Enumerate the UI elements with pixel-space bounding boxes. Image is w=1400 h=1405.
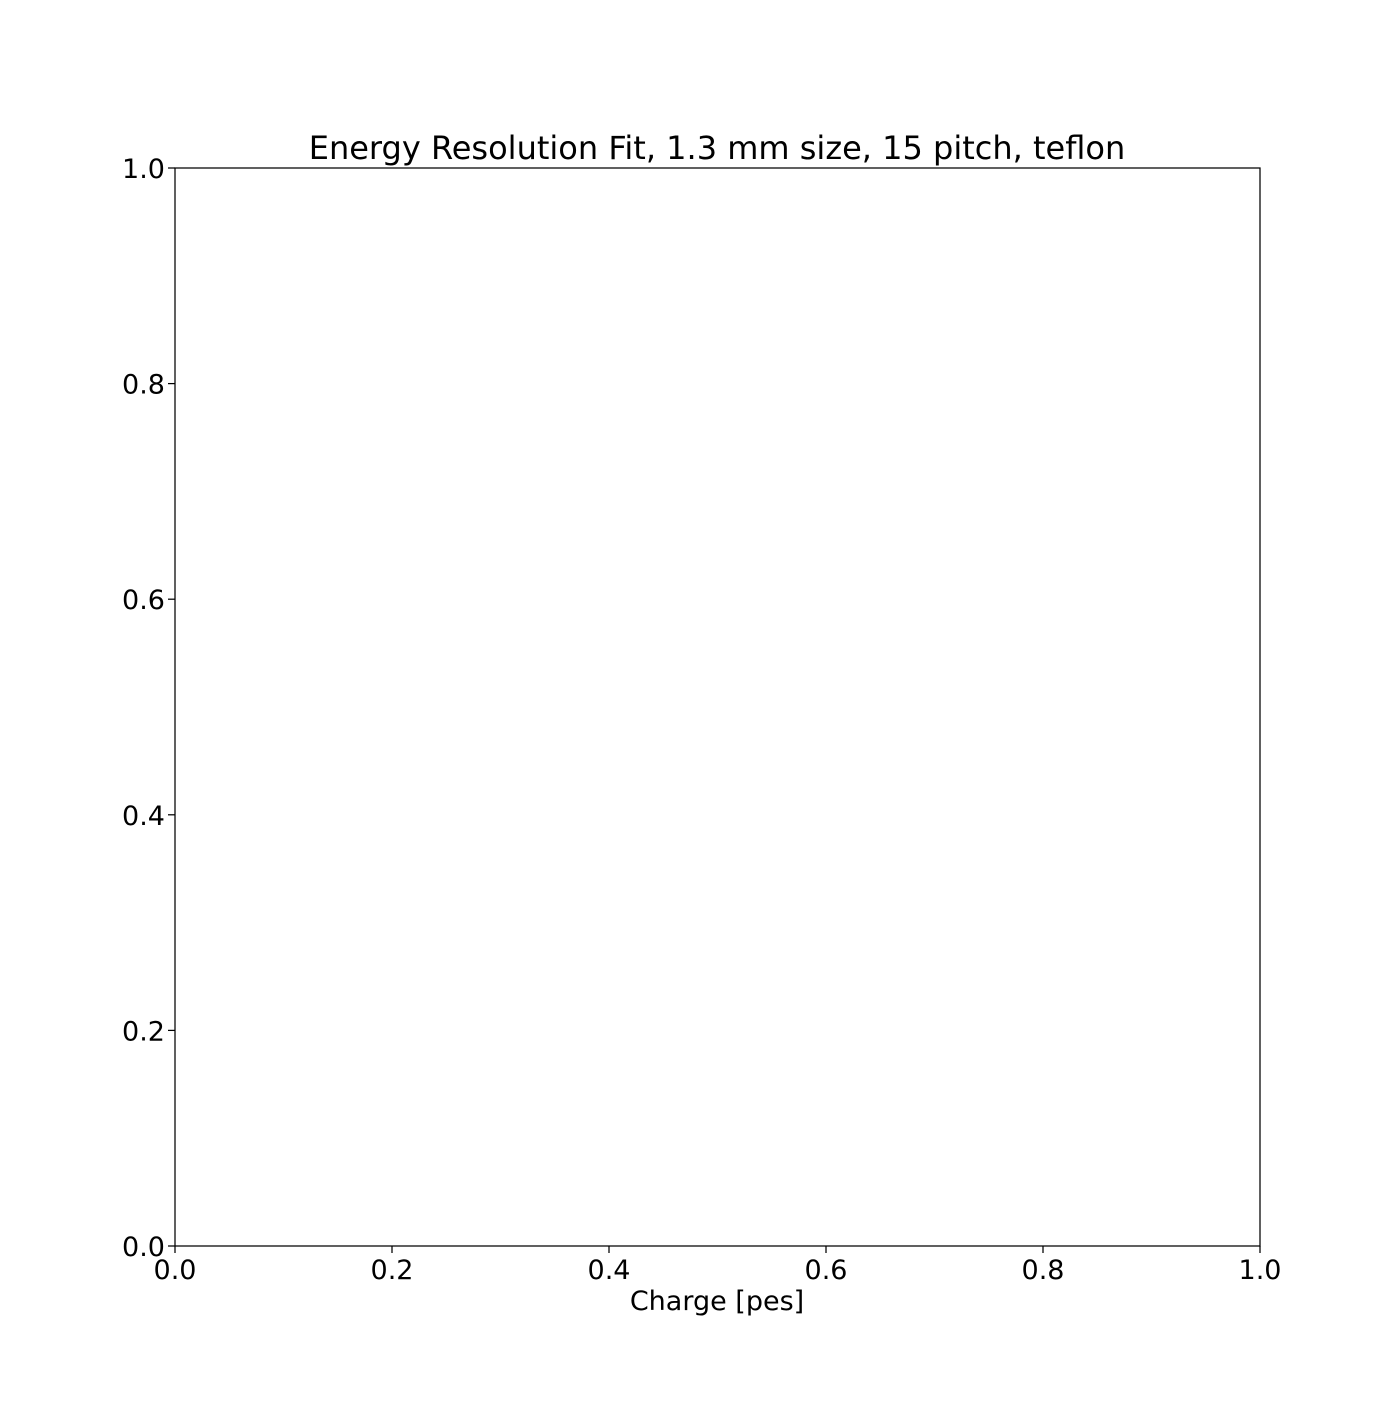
chart-title: Energy Resolution Fit, 1.3 mm size, 15 p… [309,129,1126,167]
x-tick-label: 0.4 [588,1255,631,1286]
x-axis-label: Charge [pes] [630,1286,804,1317]
x-axis-ticks: 0.0 0.2 0.4 0.6 0.8 1.0 [154,1246,1282,1286]
x-tick-label: 0.2 [371,1255,414,1286]
x-tick-label: 1.0 [1239,1255,1282,1286]
plot-area [174,167,1261,1247]
x-tick-label: 0.0 [154,1255,197,1286]
y-axis-ticks: 0.0 0.2 0.4 0.6 0.8 1.0 [122,154,175,1263]
y-tick-label: 0.8 [122,370,165,401]
y-tick-label: 0.6 [122,585,165,616]
x-tick-label: 0.8 [1022,1255,1065,1286]
y-tick-label: 1.0 [122,154,165,185]
y-tick-label: 0.2 [122,1016,165,1047]
y-tick-label: 0.0 [122,1232,165,1263]
x-tick-label: 0.6 [805,1255,848,1286]
y-tick-label: 0.4 [122,801,165,832]
